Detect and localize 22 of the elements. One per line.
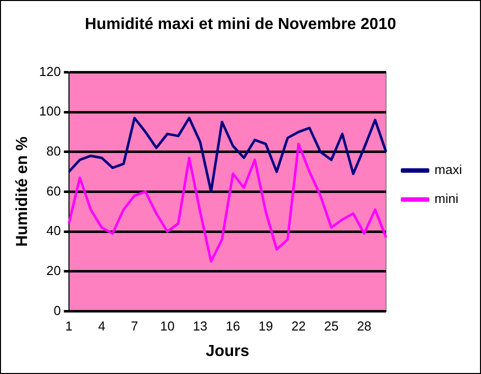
y-tick-label: 100 (39, 104, 61, 119)
y-tick-label: 60 (46, 183, 61, 198)
x-tick-label: 22 (291, 318, 306, 334)
y-tick-label: 80 (46, 143, 61, 158)
x-tick-label: 13 (192, 318, 208, 334)
y-tick-label: 40 (46, 223, 61, 238)
y-axis-title: Humidité en % (14, 136, 32, 247)
x-tick-label: 4 (98, 318, 106, 334)
x-tick-label: 19 (258, 318, 273, 334)
chart-title: Humidité maxi et mini de Novembre 2010 (84, 16, 396, 34)
x-tick-label: 7 (130, 318, 138, 334)
x-tick-label: 1 (65, 318, 73, 334)
x-axis-title: Jours (206, 342, 250, 360)
x-tick-label: 28 (356, 318, 372, 334)
legend-label: maxi (434, 162, 462, 178)
x-tick-label: 25 (324, 318, 339, 334)
legend-label: mini (434, 191, 458, 206)
x-tick-label: 10 (160, 318, 175, 334)
y-tick-label: 0 (54, 302, 61, 318)
x-tick-label: 16 (226, 318, 240, 334)
y-tick-label: 120 (39, 64, 61, 79)
y-tick-label: 20 (46, 262, 61, 278)
